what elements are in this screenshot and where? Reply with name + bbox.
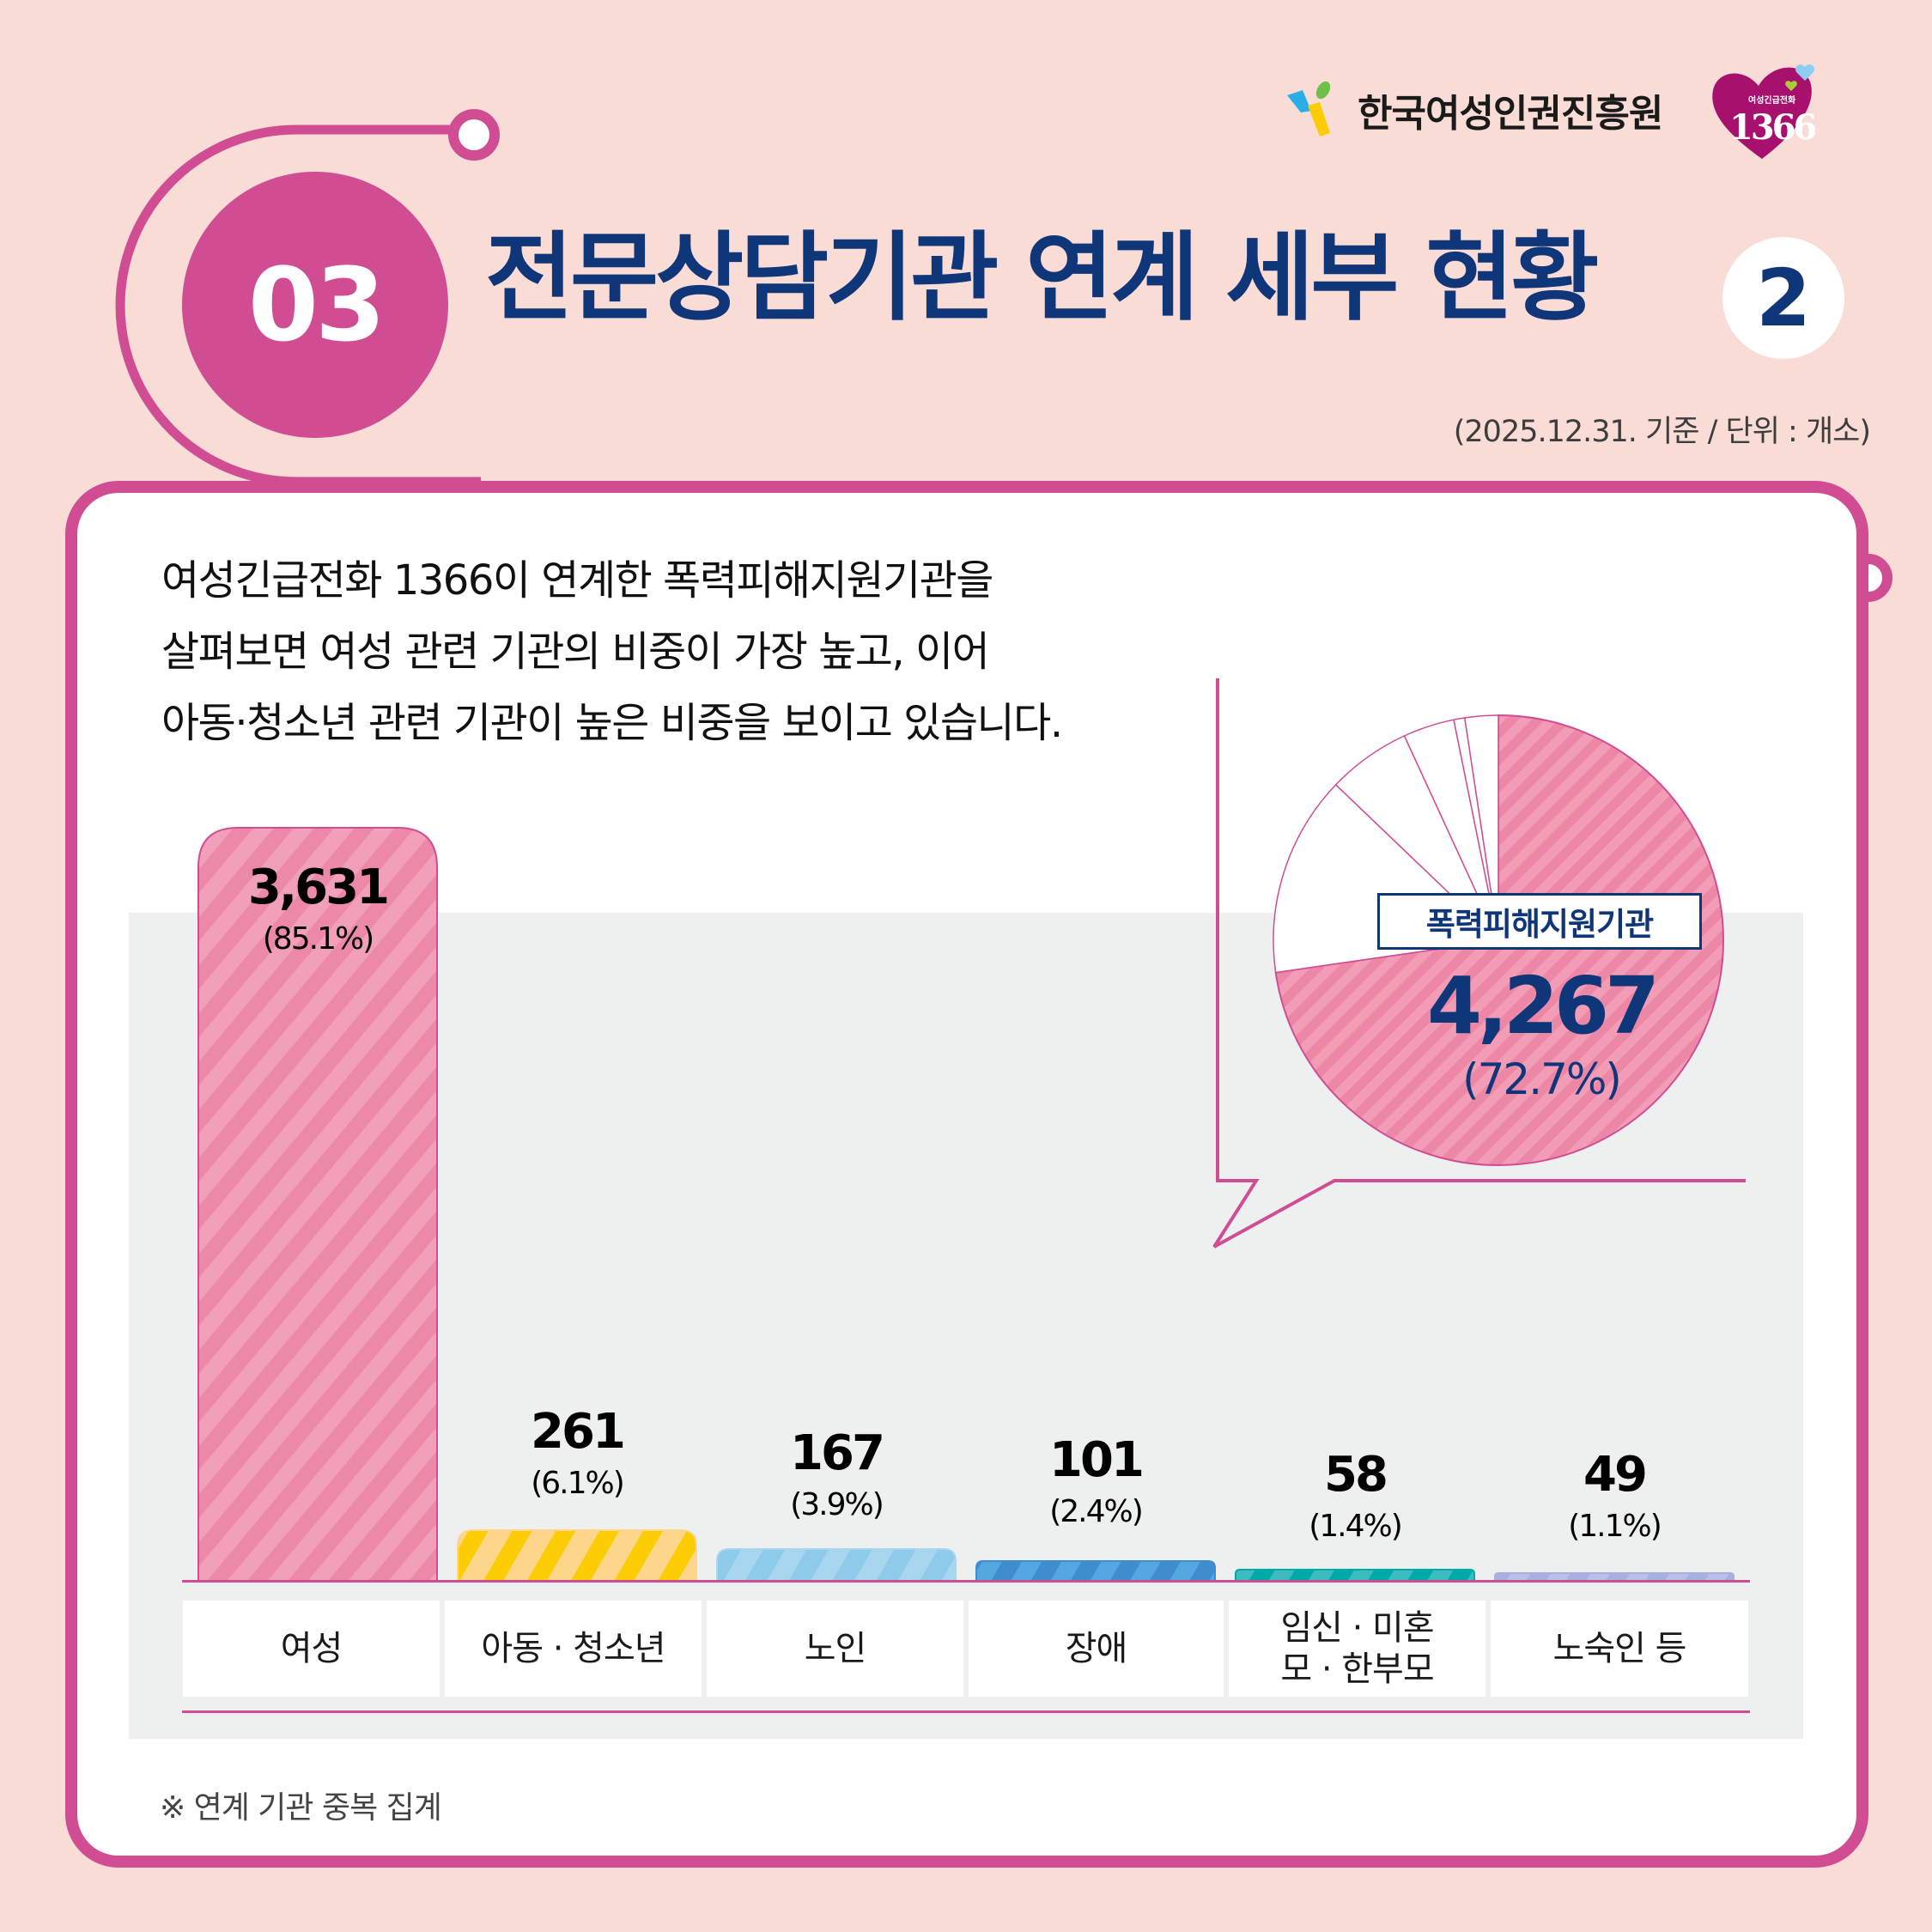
section-number-badge: 03 (182, 172, 448, 438)
basis-date-unit-note: (2025.12.31. 기준 / 단위 : 개소) (1453, 415, 1871, 449)
footnote: ※ 연계 기관 중복 집계 (160, 1790, 442, 1826)
category-youth: 아동 · 청소년 (445, 1601, 702, 1697)
page-title: 전문상담기관 연계 세부 현황 (485, 222, 1599, 334)
org-emblem-icon (1287, 82, 1331, 137)
bar-percentage: (3.9%) (790, 1486, 884, 1522)
category-homeless: 노숙인 등 (1491, 1601, 1748, 1697)
svg-text:여성긴급전화: 여성긴급전화 (1748, 94, 1796, 106)
pie-value: 4,267 (1426, 960, 1660, 1052)
bar-label-youth: 261 (6.1%) (453, 1406, 702, 1501)
bar-value: 58 (1324, 1447, 1388, 1503)
category-disability: 장애 (969, 1601, 1224, 1697)
bar-percentage: (1.1%) (1568, 1508, 1662, 1544)
pie-percentage: (72.7%) (1462, 1054, 1622, 1104)
part-number-badge: 2 (1722, 237, 1844, 359)
intro-line: 여성긴급전화 1366이 연계한 폭력피해지원기관을 (161, 556, 993, 605)
category-elderly: 노인 (707, 1601, 963, 1697)
intro-paragraph: 여성긴급전화 1366이 연계한 폭력피해지원기관을 살펴보면 여성 관련 기관… (161, 545, 1192, 759)
part-number: 2 (1755, 252, 1811, 344)
bar-value: 49 (1583, 1447, 1648, 1503)
bar-value: 261 (531, 1404, 626, 1460)
bar-label-elderly: 167 (3.9%) (712, 1427, 961, 1522)
bar-baseline (182, 1580, 1750, 1583)
hotline-1366-logo: 여성긴급전화 1366 (1709, 60, 1820, 163)
intro-line: 살펴보면 여성 관련 기관의 비중이 가장 높고, 이어 (161, 628, 990, 676)
bar-percentage: (2.4%) (1049, 1493, 1144, 1529)
bar-percentage: (6.1%) (531, 1465, 625, 1501)
bar-value: 101 (1049, 1432, 1145, 1488)
bar-value: 3,631 (247, 860, 390, 915)
bar-percentage: (85.1%) (262, 920, 374, 957)
intro-line: 아동·청소년 관련 기관이 높은 비중을 보이고 있습니다. (161, 699, 1063, 747)
category-single-parent: 임신 · 미혼모 · 한부모 (1229, 1601, 1485, 1697)
org-name: 한국여성인권진흥원 (1358, 92, 1663, 136)
category-women: 여성 (183, 1601, 440, 1697)
category-row-bottom-line (182, 1710, 1750, 1713)
bar-label-disability: 101 (2.4%) (971, 1434, 1220, 1529)
org-logo: 한국여성인권진흥원 (1284, 82, 1663, 138)
bar-label-homeless: 49 (1.1%) (1490, 1449, 1739, 1544)
section-number: 03 (247, 246, 386, 364)
bar-label-single-parent: 58 (1.4%) (1230, 1449, 1479, 1544)
bar-label-women: 3,631 (85.1%) (193, 861, 442, 957)
svg-text:1366: 1366 (1729, 107, 1815, 148)
bar-percentage: (1.4%) (1309, 1508, 1403, 1544)
pie-slice-other (1463, 714, 1499, 941)
bar-value: 167 (790, 1425, 885, 1481)
pie-label: 폭력피해지원기관 (1377, 893, 1702, 950)
heart-logo-icon: 여성긴급전화 1366 (1712, 64, 1818, 159)
